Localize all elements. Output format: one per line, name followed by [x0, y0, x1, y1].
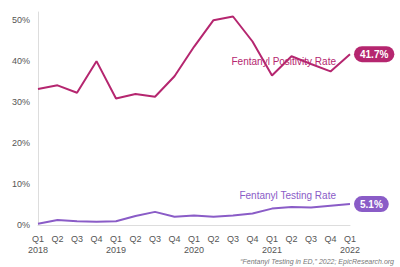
- svg-text:Q2: Q2: [51, 234, 63, 244]
- svg-text:Q1: Q1: [32, 234, 44, 244]
- svg-text:50%: 50%: [12, 15, 30, 25]
- svg-text:2022: 2022: [340, 245, 360, 255]
- svg-text:Q1: Q1: [188, 234, 200, 244]
- svg-text:Q4: Q4: [168, 234, 180, 244]
- svg-text:2019: 2019: [106, 245, 126, 255]
- svg-text:10%: 10%: [12, 179, 30, 189]
- svg-text:Fentanyl Positivity Rate: Fentanyl Positivity Rate: [232, 56, 337, 67]
- svg-text:Fentanyl Testing Rate: Fentanyl Testing Rate: [239, 190, 336, 201]
- svg-text:“Fentanyl Testing in ED,” 2022: “Fentanyl Testing in ED,” 2022; EpicRese…: [240, 258, 394, 266]
- svg-text:5.1%: 5.1%: [360, 199, 383, 210]
- svg-text:2018: 2018: [28, 245, 48, 255]
- svg-text:Q1: Q1: [266, 234, 278, 244]
- svg-text:Q2: Q2: [207, 234, 219, 244]
- svg-text:Q1: Q1: [110, 234, 122, 244]
- svg-text:0%: 0%: [17, 220, 30, 230]
- svg-text:30%: 30%: [12, 97, 30, 107]
- svg-text:2021: 2021: [262, 245, 282, 255]
- svg-text:Q4: Q4: [246, 234, 258, 244]
- svg-text:Q1: Q1: [344, 234, 356, 244]
- svg-text:40%: 40%: [12, 56, 30, 66]
- svg-text:Q3: Q3: [71, 234, 83, 244]
- svg-text:Q4: Q4: [324, 234, 336, 244]
- svg-text:Q3: Q3: [149, 234, 161, 244]
- svg-text:Q2: Q2: [285, 234, 297, 244]
- svg-text:20%: 20%: [12, 138, 30, 148]
- svg-text:2020: 2020: [184, 245, 204, 255]
- svg-text:Q3: Q3: [227, 234, 239, 244]
- svg-text:Q2: Q2: [129, 234, 141, 244]
- svg-text:41.7%: 41.7%: [360, 49, 388, 60]
- svg-text:Q3: Q3: [305, 234, 317, 244]
- svg-text:Q4: Q4: [90, 234, 102, 244]
